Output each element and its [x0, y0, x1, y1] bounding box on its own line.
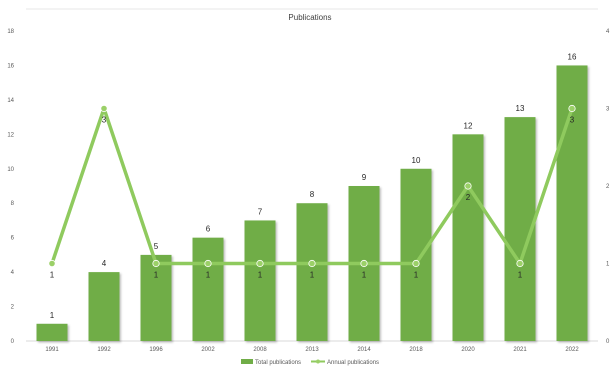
- y-left-tick-label: 2: [11, 305, 15, 311]
- y-left-tick-label: 6: [11, 236, 15, 242]
- x-tick-label: 2002: [201, 347, 215, 353]
- line-point: [412, 259, 420, 268]
- line-point: [464, 182, 472, 190]
- y-right-tick-label: 4: [606, 29, 610, 35]
- line-value-label: 1: [310, 271, 315, 280]
- y-left-tick-label: 8: [11, 201, 15, 207]
- y-left-tick-label: 18: [7, 29, 14, 35]
- legend-line-label: Annual publications: [327, 360, 379, 366]
- line-value-label: 1: [50, 271, 55, 280]
- y-left-tick-label: 4: [11, 270, 15, 276]
- x-tick-label: 1992: [97, 347, 111, 353]
- line-value-label: 1: [362, 271, 367, 280]
- y-right-tick-label: 1: [606, 262, 610, 268]
- bar-value-label: 16: [568, 52, 577, 61]
- y-left-tick-label: 14: [7, 98, 14, 104]
- legend: Total publications Annual publications: [241, 359, 379, 366]
- line-value-label: 3: [102, 116, 107, 125]
- x-tick-label: 2014: [357, 347, 371, 353]
- y-left-tick-label: 12: [7, 132, 14, 138]
- chart-title: Publications: [288, 13, 331, 22]
- bar: [452, 134, 484, 341]
- y-right-tick-label: 0: [606, 339, 610, 345]
- bar: [244, 220, 276, 341]
- y-left-tick-label: 16: [7, 63, 14, 69]
- x-tick-label: 2018: [409, 347, 423, 353]
- bar-value-label: 7: [258, 207, 263, 216]
- bar-value-label: 9: [362, 173, 367, 182]
- line-point: [100, 104, 108, 113]
- x-tick-label: 2020: [461, 347, 475, 353]
- line-value-label: 3: [570, 116, 575, 125]
- bar-value-label: 13: [516, 104, 525, 113]
- line-value-label: 1: [154, 271, 159, 280]
- x-tick-label: 2008: [253, 347, 267, 353]
- y-right-tick-label: 2: [606, 184, 610, 190]
- line-point: [568, 104, 576, 113]
- y-left-tick-label: 10: [7, 167, 14, 173]
- bar-value-label: 10: [412, 156, 421, 165]
- x-tick-label: 2022: [565, 347, 579, 353]
- bar: [36, 323, 68, 341]
- line-point: [204, 259, 212, 268]
- line-point: [48, 259, 56, 268]
- x-tick-label: 2021: [513, 347, 527, 353]
- line-value-label: 1: [414, 271, 419, 280]
- y-right-tick-label: 3: [606, 107, 610, 113]
- x-tick-label: 1991: [45, 347, 59, 353]
- annual-line: [48, 104, 576, 268]
- legend-line-marker: [316, 359, 320, 364]
- bar-value-label: 5: [154, 242, 159, 251]
- bar-value-label: 4: [102, 259, 107, 268]
- line-point: [308, 259, 316, 268]
- bar: [192, 237, 224, 341]
- x-tick-label: 2013: [305, 347, 319, 353]
- bar: [296, 203, 328, 341]
- line-point: [256, 259, 264, 268]
- line-point: [152, 259, 160, 268]
- x-tick-label: 1996: [149, 347, 163, 353]
- legend-bar-swatch: [241, 359, 253, 364]
- line-value-label: 2: [466, 193, 471, 202]
- line-point: [360, 259, 368, 268]
- bar-value-label: 12: [464, 121, 473, 130]
- bar-value-label: 8: [310, 190, 315, 199]
- bars: [36, 65, 588, 341]
- line-value-label: 1: [258, 271, 263, 280]
- line-value-label: 1: [206, 271, 211, 280]
- line-point: [516, 259, 524, 268]
- bar: [400, 168, 432, 341]
- legend-bar-label: Total publications: [255, 360, 301, 366]
- bar-value-label: 1: [50, 311, 55, 320]
- bar: [140, 254, 172, 341]
- bar: [88, 272, 120, 341]
- y-left-tick-label: 0: [11, 339, 15, 345]
- bar-value-label: 6: [206, 225, 211, 234]
- line-value-label: 1: [518, 271, 523, 280]
